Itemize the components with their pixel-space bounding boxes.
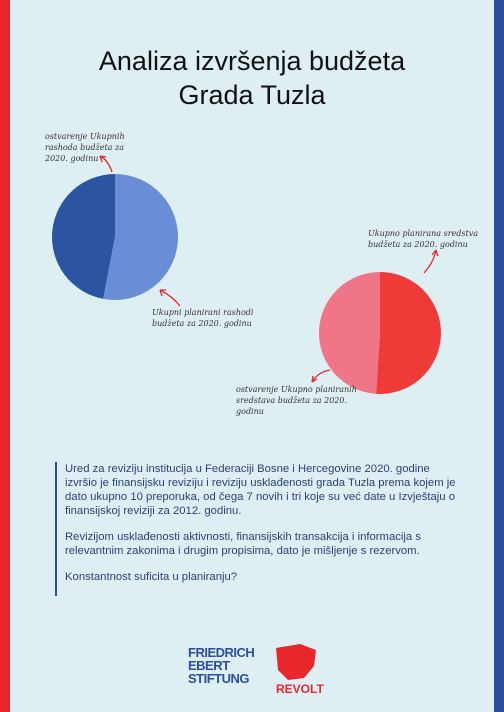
pie-slice: [103, 174, 179, 300]
logo-fes: FRIEDRICH EBERT STIFTUNG: [188, 645, 255, 686]
arrow: [311, 369, 331, 383]
slice-label: Ukupno planirana sredstva budžeta za 202…: [368, 229, 478, 249]
arrow: [159, 289, 181, 307]
arrow: [423, 249, 437, 274]
logo-revolt: REVOLT: [276, 682, 324, 696]
pie-slice: [319, 272, 380, 394]
fist-icon: [276, 644, 316, 680]
paragraph: Revizijom usklađenosti aktivnosti, finan…: [65, 531, 421, 557]
arrow-head: [431, 249, 439, 257]
slice-label: ostvarenje Ukupnih rashoda budžeta za 20…: [45, 132, 125, 163]
title: Analiza izvršenja budžeta Grada Tuzla: [98, 46, 406, 110]
arrow-head: [311, 375, 318, 383]
arrows: [99, 155, 439, 383]
paragraph: Ured za reviziju institucija u Federacij…: [65, 463, 456, 517]
pie-slice: [52, 174, 115, 299]
left-stripe: [0, 0, 10, 712]
paragraph: Konstantnost suficita u planiranju?: [65, 571, 238, 583]
text-box: Ured za reviziju institucija u Federacij…: [55, 462, 457, 596]
pie-slice: [376, 272, 442, 395]
revolt-fist: [276, 644, 316, 680]
slice-label: Ukupni planirani rashodi budžeta za 2020…: [152, 308, 254, 328]
arrow-head: [159, 289, 166, 297]
right-stripe: [494, 0, 504, 712]
arrow-head: [99, 155, 107, 163]
slice-label: ostvarenje Ukupno planiranih sredstava b…: [236, 385, 357, 416]
